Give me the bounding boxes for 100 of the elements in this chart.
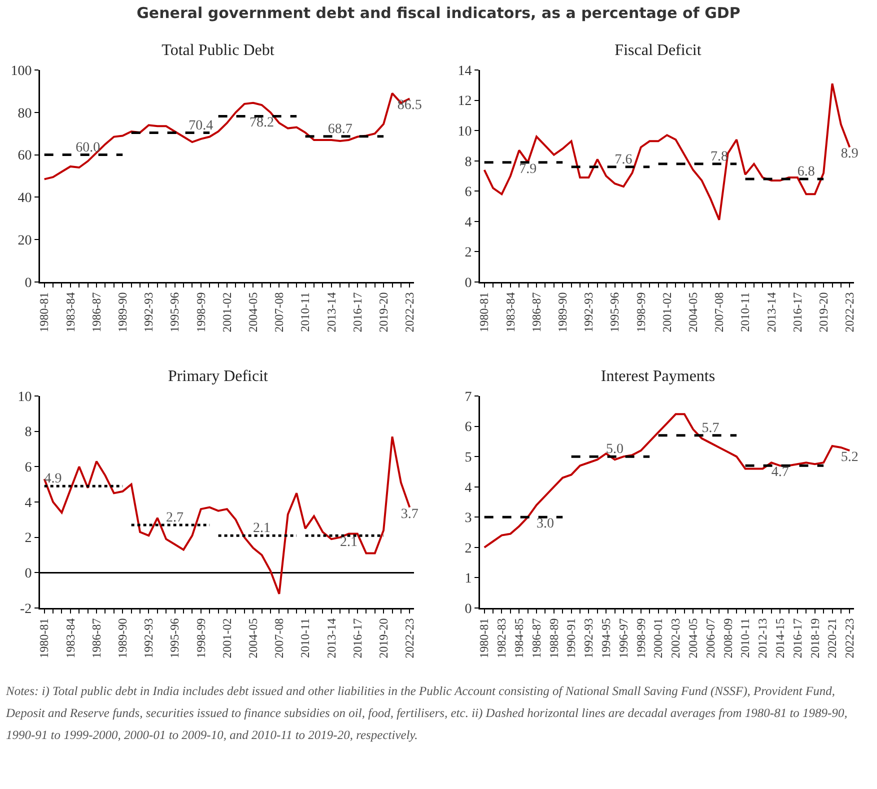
x-tick-label: 1986-87 xyxy=(89,292,104,332)
x-tick-label: 1986-87 xyxy=(529,618,544,658)
x-tick-label: 2004-05 xyxy=(686,618,700,658)
x-tick-label: 1992-93 xyxy=(582,292,596,332)
x-tick-label: 1989-90 xyxy=(116,292,130,332)
x-tick-label: 2013-14 xyxy=(324,618,338,658)
y-tick-label: 2 xyxy=(464,246,472,261)
x-tick-label: 2010-11 xyxy=(298,618,312,658)
x-tick-label: 1980-81 xyxy=(37,618,52,658)
data-label: 6.8 xyxy=(797,164,815,180)
x-tick-label: 2014-15 xyxy=(772,618,787,658)
x-tick-label: 1996-97 xyxy=(616,618,630,658)
x-tick-label: 2004-05 xyxy=(246,618,260,658)
x-tick-label: 1988-89 xyxy=(546,618,561,658)
x-tick-label: 2001-02 xyxy=(220,618,234,658)
y-tick-label: 40 xyxy=(18,191,32,206)
data-label: 4.9 xyxy=(44,472,62,487)
x-tick-label: 2022-23 xyxy=(402,618,417,658)
chart-title: Interest Payments xyxy=(600,368,716,385)
x-tick-label: 1980-81 xyxy=(477,292,492,332)
y-tick-label: 60 xyxy=(18,148,32,164)
chart-title: Total Public Debt xyxy=(162,42,275,59)
y-tick-label: 8 xyxy=(464,154,472,170)
x-tick-label: 1986-87 xyxy=(529,292,544,332)
x-tick-label: 2022-23 xyxy=(402,292,417,332)
x-tick-label: 1995-96 xyxy=(168,618,182,658)
x-tick-label: 1998-99 xyxy=(194,292,208,332)
y-tick-label: 20 xyxy=(18,234,32,248)
x-tick-label: 2016-17 xyxy=(350,292,364,332)
y-tick-label: 8 xyxy=(24,425,32,440)
x-tick-label: 2013-14 xyxy=(324,292,338,332)
data-label: 7.6 xyxy=(614,152,632,168)
x-tick-label: 2007-08 xyxy=(272,292,286,332)
x-tick-label: 2000-01 xyxy=(651,618,666,658)
y-tick-label: 80 xyxy=(18,106,32,122)
x-tick-label: 1980-81 xyxy=(37,292,52,332)
x-tick-label: 2002-03 xyxy=(668,618,683,658)
data-label: 70.4 xyxy=(188,118,214,134)
y-tick-label: 100 xyxy=(10,64,32,79)
x-tick-label: 1992-93 xyxy=(582,618,596,658)
x-tick-label: 2022-23 xyxy=(842,618,857,658)
x-tick-label: 1984-85 xyxy=(512,618,526,658)
x-tick-label: 2008-09 xyxy=(720,618,735,658)
data-label: 2.1 xyxy=(340,535,358,550)
x-tick-label: 2004-05 xyxy=(246,292,260,332)
x-tick-label: 1983-84 xyxy=(63,618,78,658)
x-tick-label: 2001-02 xyxy=(220,292,234,332)
data-label: 7.9 xyxy=(519,162,537,177)
x-tick-label: 2016-17 xyxy=(350,618,364,658)
x-tick-label: 1989-90 xyxy=(116,618,130,658)
data-label: 68.7 xyxy=(328,122,352,137)
y-tick-label: -2 xyxy=(20,602,32,617)
data-label: 5.2 xyxy=(840,450,858,466)
y-tick-label: 0 xyxy=(464,602,472,617)
y-tick-label: 4 xyxy=(24,496,32,511)
x-tick-label: 1995-96 xyxy=(168,292,182,332)
y-tick-label: 5 xyxy=(464,450,472,466)
x-tick-label: 1980-81 xyxy=(477,618,492,658)
data-label: 2.7 xyxy=(166,510,184,526)
x-tick-label: 2010-11 xyxy=(738,292,752,332)
y-tick-label: 0 xyxy=(24,566,32,582)
x-tick-label: 2007-08 xyxy=(272,618,286,658)
x-tick-label: 2022-23 xyxy=(842,292,857,332)
x-tick-label: 1994-95 xyxy=(599,618,614,658)
y-tick-label: 0 xyxy=(464,276,472,291)
x-tick-label: 1983-84 xyxy=(63,292,78,332)
x-tick-label: 2007-08 xyxy=(712,292,726,332)
x-tick-label: 2019-20 xyxy=(376,292,390,332)
text: General government debt and fiscal indicators, as a percentage of GDP xyxy=(136,4,742,22)
x-tick-label: 2016-17 xyxy=(790,292,804,332)
y-tick-label: 0 xyxy=(24,276,32,291)
x-tick-label: 2001-02 xyxy=(660,292,674,332)
y-tick-label: 12 xyxy=(458,94,472,110)
data-label: 78.2 xyxy=(250,116,274,131)
y-tick-label: 10 xyxy=(18,390,32,405)
y-tick-label: 10 xyxy=(458,124,472,140)
y-tick-label: 14 xyxy=(458,64,472,79)
x-tick-label: 2006-07 xyxy=(703,618,718,658)
data-label: 2.1 xyxy=(253,521,271,536)
x-tick-label: 2019-20 xyxy=(376,618,390,658)
x-tick-label: 1998-99 xyxy=(634,292,648,332)
y-tick-label: 7 xyxy=(464,390,472,405)
x-tick-label: 2018-19 xyxy=(808,618,822,658)
data-label: 60.0 xyxy=(76,140,100,156)
text: Notes: i) Total public debt in India includes debt issued and other liabilities in the Public Account consisting of National Small Saving Fund (NSSF), Provident Fund, Deposit and Reserve funds, securities issued to finance subsidies on oil, food, fertilisers, etc. ii) Dashed horizontal lines are decadal averages from 1980-81 to 1989-90, 1990-91 to 1999-2000, 2000-01 to 2009-10, and 2010-11 to 2019-20, respectively. xyxy=(6,683,848,744)
x-tick-label: 1992-93 xyxy=(142,292,156,332)
x-tick-label: 2013-14 xyxy=(764,292,778,332)
data-label: 86.5 xyxy=(397,98,422,114)
y-tick-label: 3 xyxy=(464,511,472,526)
x-tick-label: 1986-87 xyxy=(89,618,104,658)
y-tick-label: 4 xyxy=(464,215,472,230)
x-tick-label: 2020-21 xyxy=(825,618,840,658)
x-tick-label: 1983-84 xyxy=(503,292,518,332)
data-label: 5.7 xyxy=(702,420,720,436)
y-tick-label: 6 xyxy=(464,185,472,200)
y-tick-label: 4 xyxy=(464,480,472,496)
x-tick-label: 2010-11 xyxy=(298,292,312,332)
data-label: 4.7 xyxy=(771,465,789,480)
y-tick-label: 2 xyxy=(464,541,472,556)
data-label: 3.7 xyxy=(400,506,418,522)
